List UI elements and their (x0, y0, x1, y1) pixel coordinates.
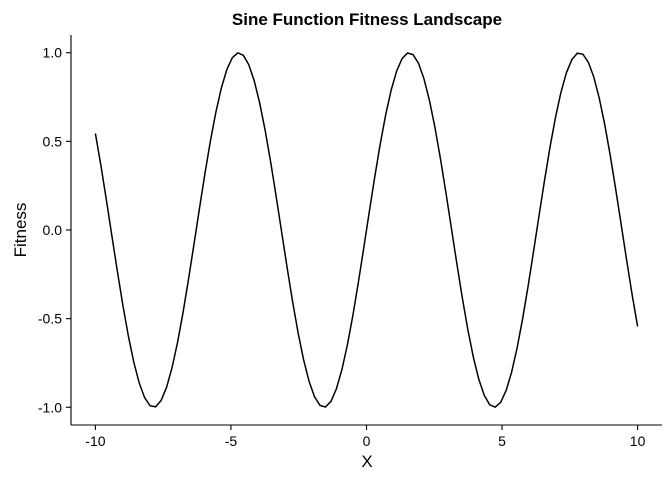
x-tick-label: 0 (363, 433, 371, 449)
y-tick-label: -1.0 (38, 399, 62, 415)
chart-title: Sine Function Fitness Landscape (232, 10, 502, 29)
series-line-sin (94, 51, 639, 409)
y-axis-label: Fitness (11, 203, 30, 258)
y-axis-ticks: -1.0 -0.5 0.0 0.5 1.0 (38, 45, 71, 415)
x-tick-label: -5 (225, 433, 238, 449)
x-axis-label: X (361, 452, 372, 471)
y-tick-label: 0.5 (43, 133, 63, 149)
y-tick-label: -0.5 (38, 311, 62, 327)
y-tick-label: 0.0 (43, 222, 63, 238)
x-axis-ticks: -10 -5 0 5 10 (85, 425, 646, 449)
y-tick-label: 1.0 (43, 45, 63, 61)
x-tick-label: 5 (498, 433, 506, 449)
x-tick-label: -10 (85, 433, 105, 449)
plot-panel: -1.0 -0.5 0.0 0.5 1.0 -10 -5 0 5 10 (38, 35, 662, 449)
x-tick-label: 10 (630, 433, 646, 449)
